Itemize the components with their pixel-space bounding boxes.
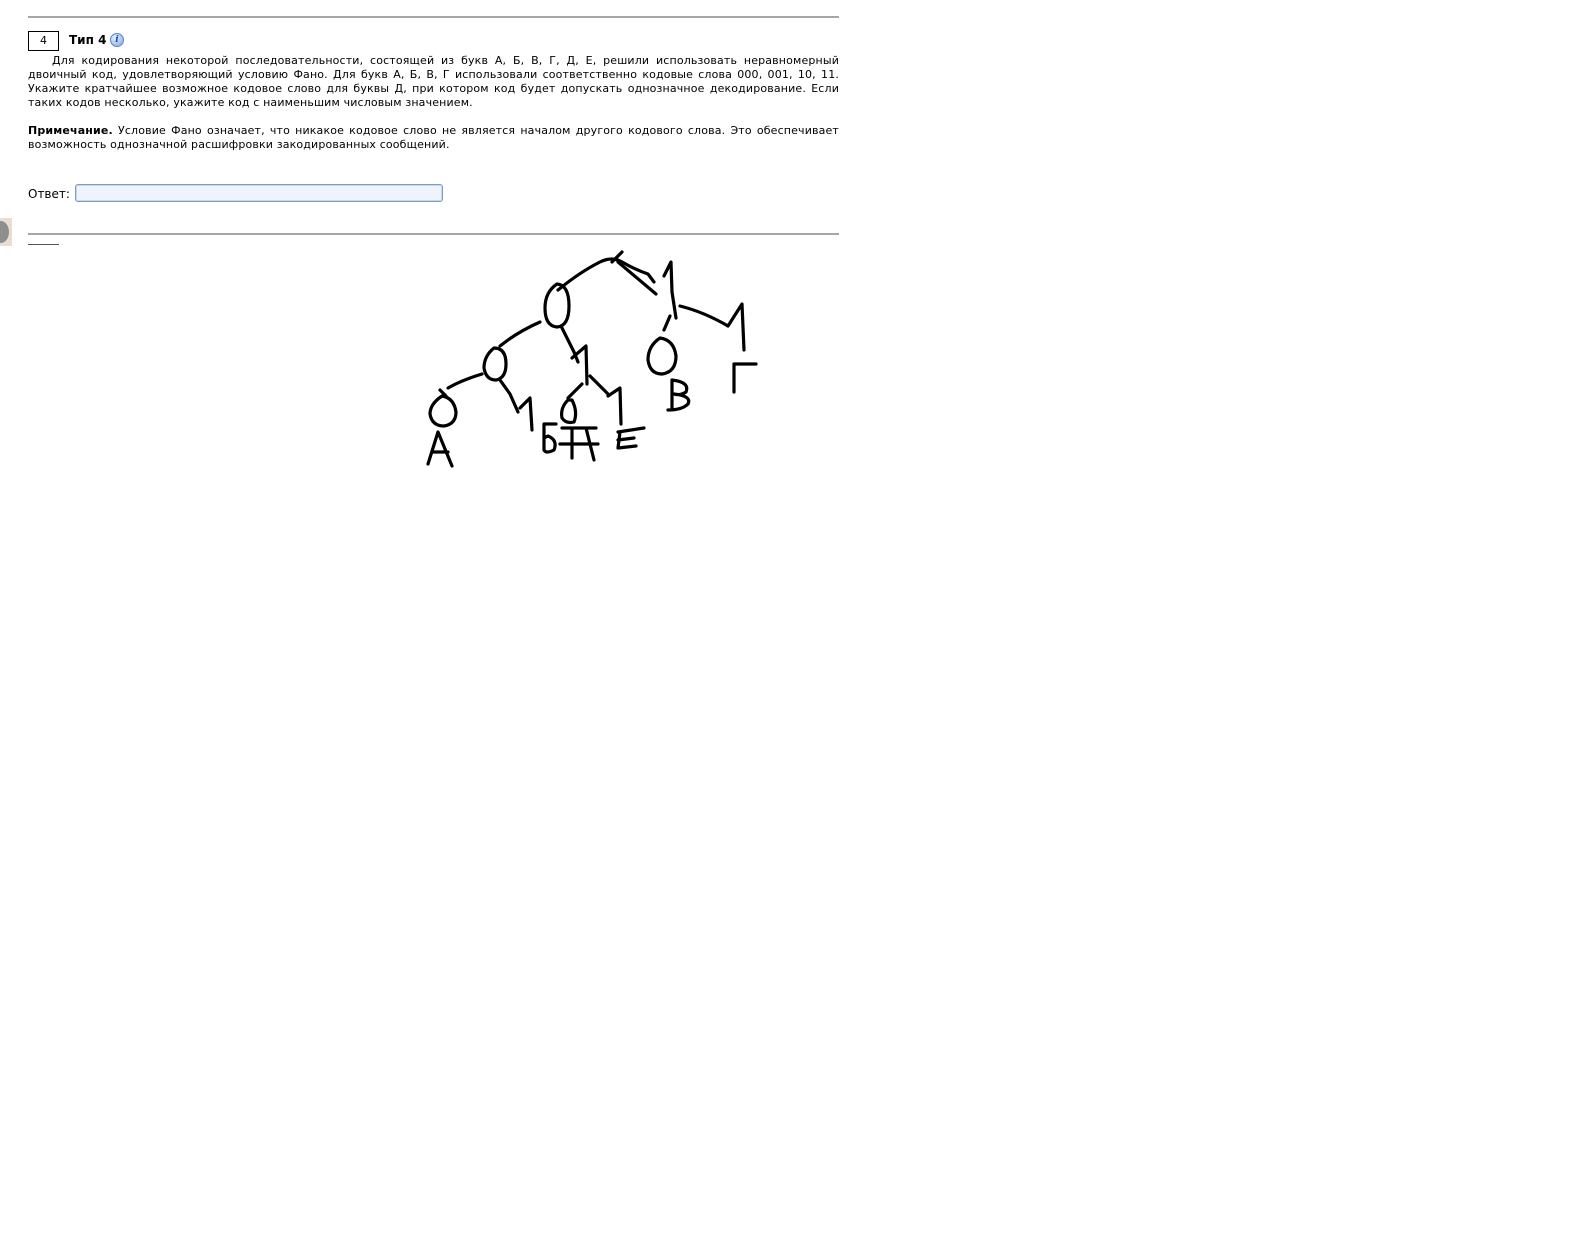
sketch-mark-root (610, 250, 624, 264)
sketch-digit-1-level3b (606, 386, 623, 426)
top-divider (28, 16, 839, 18)
sketch-digit-1-level2b (726, 302, 746, 352)
note-text: Условие Фано означает, что никакое кодов… (28, 124, 839, 151)
sketch-branch-0-right (560, 326, 580, 364)
sketch-branch-0-left (498, 320, 542, 348)
sketch-branch-root-left (556, 257, 656, 292)
sketch-letter-B (542, 422, 558, 454)
sketch-branch-00-right (498, 378, 520, 414)
answer-label: Ответ: (28, 187, 70, 201)
sketch-letter-E (616, 426, 646, 450)
sketch-digit-0-level1 (543, 282, 571, 329)
note-paragraph: Примечание. Условие Фано означает, что н… (28, 124, 839, 152)
sketch-branch-01-right (588, 374, 610, 396)
info-icon[interactable]: i (110, 33, 124, 47)
footnote-line (28, 244, 59, 245)
sketch-mark-level3 (438, 388, 448, 398)
sketch-branch-1-left (662, 314, 672, 332)
sketch-branch-01-left (566, 382, 584, 400)
sketch-digit-0-level3 (428, 394, 458, 428)
sketch-branch-1-right (678, 304, 730, 328)
sketch-digit-0-level2 (482, 346, 508, 382)
note-label: Примечание. (28, 124, 113, 137)
sketch-digit-1-level3 (518, 396, 534, 432)
sketch-digit-1-level1 (662, 260, 678, 320)
sketch-letter-V (666, 378, 691, 412)
answer-input[interactable] (75, 184, 443, 202)
task-type-title: Тип 4 (69, 33, 107, 47)
sketch-digit-0-level2b (646, 336, 678, 376)
sketch-letter-G (732, 362, 758, 394)
sketch-branch-root-right (616, 260, 658, 296)
side-scroll-handle[interactable] (0, 221, 9, 243)
problem-text: Для кодирования некоторой последовательн… (28, 54, 839, 109)
sketch-letter-A (426, 430, 454, 468)
task-number: 4 (28, 31, 59, 51)
sketch-branch-00-left (446, 372, 484, 390)
sketch-digit-1-level2 (570, 344, 589, 386)
sketch-digit-0-level3b (560, 398, 578, 425)
sketch-letter-D (558, 426, 600, 462)
bottom-divider (28, 233, 839, 235)
